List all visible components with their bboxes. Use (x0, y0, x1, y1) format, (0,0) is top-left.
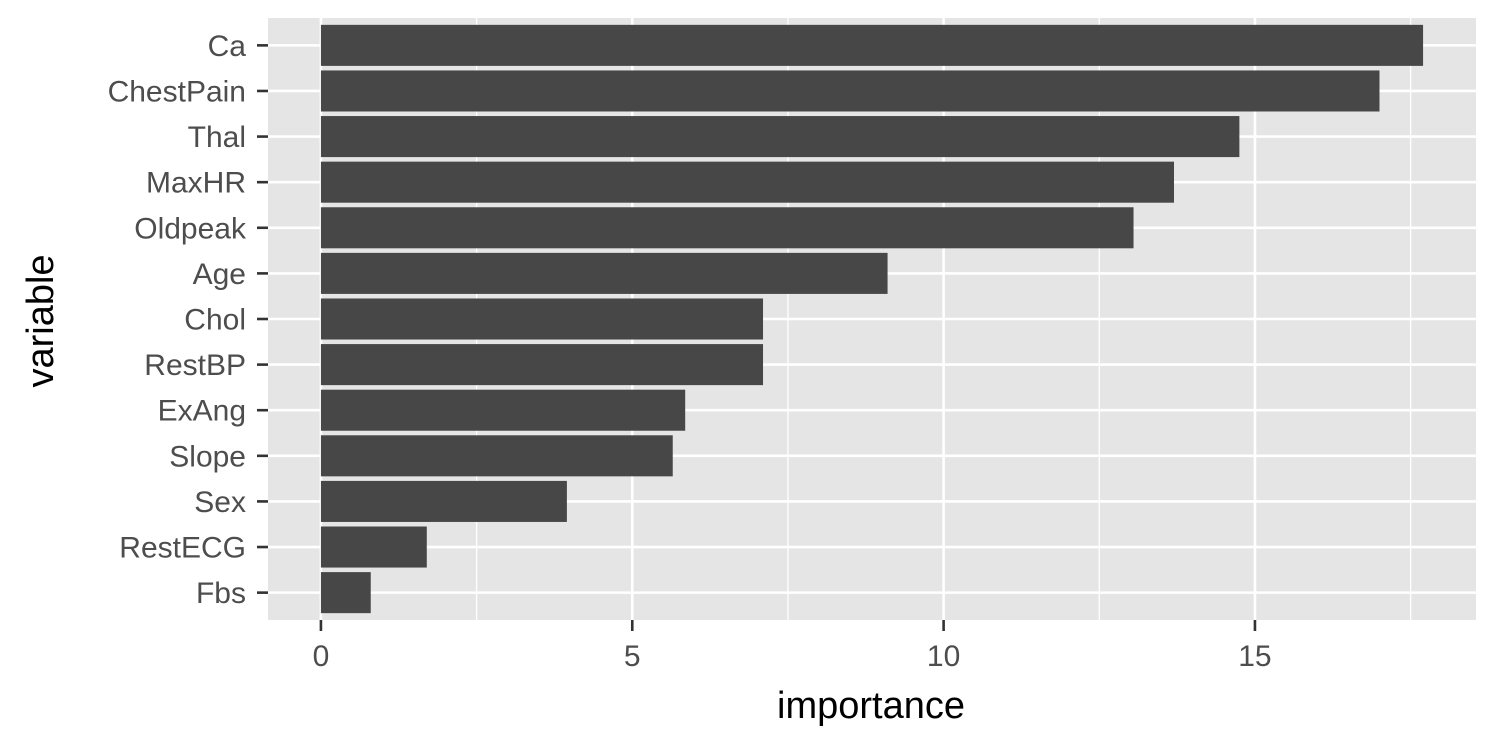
bar-restecg (320, 526, 427, 568)
bar-fbs (320, 572, 371, 614)
y-tick-label: Oldpeak (134, 212, 247, 245)
bar-maxhr (320, 161, 1174, 203)
y-tick-label: RestBP (144, 349, 246, 382)
y-tick-label: MaxHR (146, 167, 246, 200)
y-tick-label: Chol (184, 304, 246, 337)
bar-age (320, 252, 888, 294)
bar-ca (320, 24, 1424, 66)
y-tick-label: Thal (188, 121, 246, 154)
x-tick-label: 5 (624, 640, 641, 673)
x-axis-title: importance (777, 685, 965, 727)
bar-oldpeak (320, 207, 1134, 249)
bars (320, 24, 1424, 614)
bar-sex (320, 480, 567, 522)
bar-exang (320, 389, 686, 431)
y-tick-label: Age (193, 258, 246, 291)
bar-slope (320, 435, 673, 477)
bar-chestpain (320, 70, 1380, 112)
y-tick-label: ExAng (158, 395, 246, 428)
y-tick-label: Sex (194, 486, 246, 519)
y-axis-title: variable (20, 254, 62, 387)
y-axis: Ca ChestPain Thal MaxHR Oldpeak Age Chol RestBP… (108, 30, 268, 610)
x-tick-label: 15 (1238, 640, 1271, 673)
bar-thal (320, 116, 1240, 158)
x-tick-label: 0 (313, 640, 330, 673)
x-tick-label: 10 (927, 640, 960, 673)
y-tick-label: RestECG (119, 532, 246, 565)
bar-restbp (320, 344, 764, 386)
y-tick-label: ChestPain (108, 75, 246, 108)
bar-chol (320, 298, 764, 340)
y-tick-label: Slope (169, 440, 246, 473)
y-tick-label: Fbs (196, 577, 246, 610)
y-tick-label: Ca (208, 30, 247, 63)
x-axis: 0 5 10 15 (313, 620, 1272, 673)
